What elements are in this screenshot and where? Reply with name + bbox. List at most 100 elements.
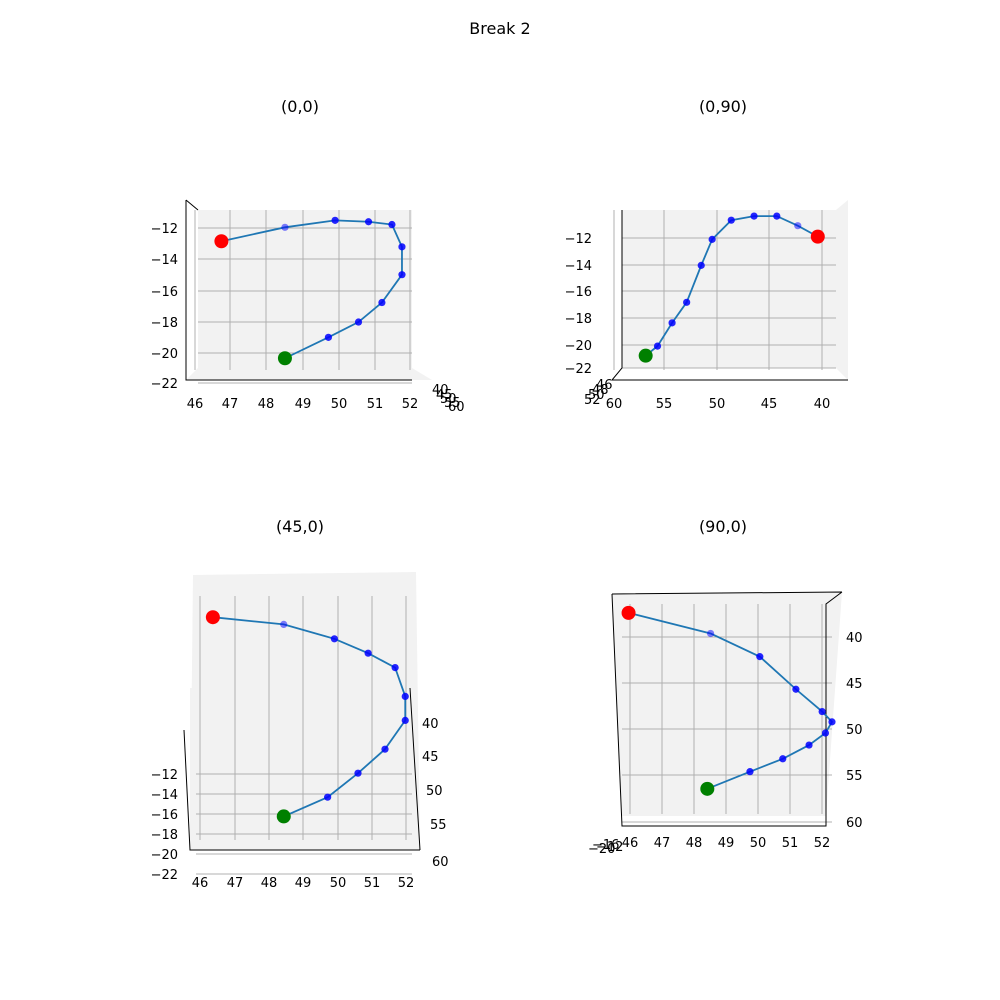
axis-edges (183, 687, 421, 851)
start-point (214, 234, 229, 249)
back-pane (190, 688, 410, 850)
right-pane (836, 200, 848, 380)
x-tick-label: 40 (814, 397, 831, 412)
subplot-90-0: (90,0) 46 47 48 49 50 51 52 40 45 50 55 60 −12−16−20 (588, 517, 863, 857)
x-tick-label: 48 (686, 836, 703, 851)
x-tick-label: 55 (656, 397, 673, 412)
trajectory-point (324, 793, 332, 801)
y-tick-label: −14 (565, 259, 592, 274)
x-tick-label: 47 (654, 836, 671, 851)
trajectory-point (756, 653, 764, 661)
depth-tick-label: −12 (596, 840, 623, 855)
trajectory-point (773, 212, 781, 220)
trajectory-point (750, 212, 758, 220)
y-tick-label: 55 (846, 769, 863, 784)
trajectory-point (398, 243, 406, 251)
figure-title: Break 2 (469, 19, 530, 38)
x-tick-label: 50 (330, 876, 347, 891)
grid (622, 604, 832, 823)
x-tick-label: 47 (227, 876, 244, 891)
trajectory-point (828, 718, 836, 726)
trajectory-point (668, 319, 676, 327)
axis-edges (185, 199, 412, 381)
axis-edges (610, 210, 848, 381)
trajectory-point (391, 664, 399, 672)
trajectory-point (794, 222, 802, 230)
depth-tick-label: 50 (426, 784, 443, 799)
trajectory-point (354, 318, 363, 326)
depth-tick-label: 55 (430, 818, 447, 833)
x-tick-label: 52 (402, 397, 419, 412)
floor-pane (186, 368, 432, 380)
depth-tick-label: 60 (448, 400, 465, 415)
y-tick-label: −22 (151, 377, 178, 392)
y-tick-label: −12 (151, 222, 178, 237)
subplot-0-0: (0,0) 46 47 48 49 50 51 52 −12 −14 −16 −18 −20 −22 40… (151, 97, 465, 415)
y-tick-label: −18 (565, 312, 592, 327)
x-tick-label: 51 (367, 397, 384, 412)
trajectory-point (280, 620, 288, 629)
y-tick-label: 45 (846, 677, 863, 692)
trajectory-point (727, 216, 735, 224)
trajectory-point (697, 261, 705, 269)
grid (196, 596, 412, 875)
data-series (214, 216, 406, 366)
start-point (810, 229, 825, 244)
trajectory-point (818, 707, 826, 716)
depth-tick-label: 40 (422, 717, 439, 732)
x-tick-label: 51 (782, 836, 799, 851)
y-tick-label: −22 (151, 868, 178, 883)
trajectory-point (821, 729, 830, 737)
trajectory-point (653, 342, 662, 350)
y-tick-label: −18 (151, 828, 178, 843)
axis-edges (611, 591, 843, 827)
trajectory-point (330, 635, 338, 643)
x-tick-label: 50 (750, 836, 767, 851)
depth-tick-label: 52 (584, 393, 601, 408)
x-tick-label: 46 (187, 397, 204, 412)
y-tick-label: 50 (846, 723, 863, 738)
depth-tick-label: 60 (432, 855, 449, 870)
back-pane (198, 210, 412, 368)
x-tick-label: 49 (295, 397, 312, 412)
y-tick-label: −20 (565, 339, 592, 354)
start-point (621, 605, 636, 620)
trajectory-point (805, 741, 813, 749)
depth-tick-label: 50 (440, 392, 457, 407)
depth-tick-label: 45 (422, 750, 439, 765)
y-tick-label: −16 (151, 808, 178, 823)
subplot-title: (0,0) (281, 97, 319, 116)
trajectory-point (364, 218, 373, 226)
y-tick-label: 40 (846, 631, 863, 646)
y-tick-label: −22 (565, 362, 592, 377)
x-tick-label: 46 (622, 836, 639, 851)
y-tick-label: 60 (846, 816, 863, 831)
data-series (621, 605, 836, 796)
end-point (276, 809, 291, 824)
trajectory-point (388, 220, 396, 229)
trajectory-point (331, 216, 339, 224)
trajectory-point (401, 692, 409, 701)
y-tick-label: −14 (151, 788, 178, 803)
y-tick-label: −14 (151, 253, 178, 268)
tick-labels: 46 47 48 49 50 51 52 −12 −14 −16 −18 −20 −22 40 45 50 55… (151, 717, 449, 891)
trajectory-point (706, 629, 715, 638)
x-tick-label: 52 (814, 836, 831, 851)
tick-labels: 46 47 48 49 50 51 52 40 45 50 55 60 −12−16−20 (588, 631, 863, 857)
depth-tick-label: −20 (588, 842, 615, 857)
end-point (638, 348, 653, 363)
depth-tick-label: 55 (444, 396, 461, 411)
start-point (205, 610, 220, 625)
x-tick-label: 47 (222, 397, 239, 412)
y-tick-label: −12 (151, 768, 178, 783)
x-tick-label: 51 (364, 876, 381, 891)
trajectory-point (401, 716, 409, 725)
depth-tick-label: 46 (596, 378, 613, 393)
subplot-title: (45,0) (276, 517, 324, 536)
trajectory-point (354, 769, 362, 777)
depth-tick-label: 45 (436, 388, 453, 403)
x-tick-label: 50 (709, 397, 726, 412)
data-series (205, 610, 409, 824)
